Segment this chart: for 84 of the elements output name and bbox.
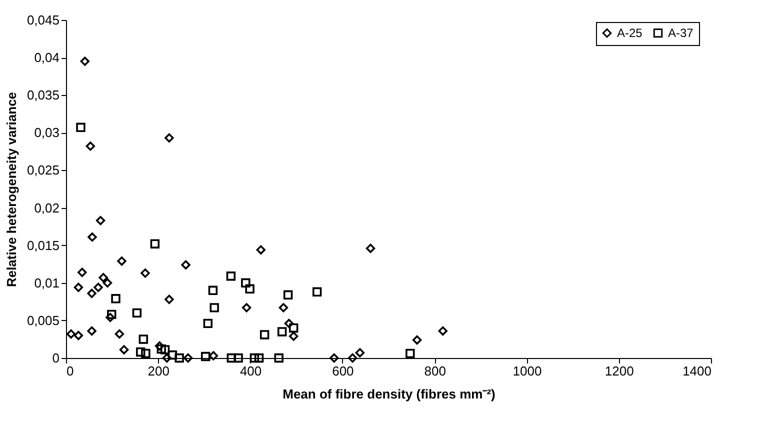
point <box>150 239 160 248</box>
x-tick-label: 1400 <box>682 364 712 378</box>
point <box>181 260 190 270</box>
point <box>406 348 415 358</box>
y-tick-label: 0,045 <box>26 12 60 28</box>
point <box>355 348 365 358</box>
point <box>156 344 166 354</box>
point <box>87 288 96 298</box>
point <box>141 348 150 358</box>
x-tick-label: 800 <box>424 364 446 378</box>
point <box>250 353 260 363</box>
point <box>74 282 84 292</box>
point <box>183 353 193 363</box>
point <box>119 345 129 354</box>
x-tick-label: 0 <box>66 364 74 378</box>
point <box>288 332 298 341</box>
y-tick-label: 0,02 <box>34 200 60 216</box>
point <box>138 334 148 344</box>
point <box>80 56 90 66</box>
x-tick-label: 200 <box>148 364 170 378</box>
point <box>76 122 86 132</box>
point <box>200 352 210 362</box>
point <box>96 216 106 226</box>
point <box>114 329 124 339</box>
point <box>241 278 250 288</box>
point <box>245 284 254 294</box>
point <box>111 294 120 304</box>
legend-label: A-25 <box>617 26 643 40</box>
y-tick-label: 0,03 <box>34 125 60 140</box>
y-tick-label: 0,035 <box>26 88 60 103</box>
point <box>164 294 174 304</box>
point <box>74 330 84 340</box>
point <box>140 268 150 278</box>
point <box>174 353 184 363</box>
point <box>274 353 284 363</box>
point <box>78 268 87 277</box>
point <box>168 350 178 360</box>
point <box>208 286 218 296</box>
point <box>132 308 142 318</box>
point <box>160 345 170 354</box>
point <box>86 142 96 151</box>
point <box>330 353 339 363</box>
point <box>136 347 146 357</box>
point <box>208 351 218 360</box>
point <box>412 335 422 345</box>
point <box>260 330 270 340</box>
y-tick-label: 0,04 <box>34 50 60 66</box>
y-tick-label: 0,025 <box>26 162 60 178</box>
x-tick-label: 1000 <box>512 364 542 378</box>
x-tick-label: 400 <box>240 364 262 378</box>
point <box>66 329 76 339</box>
point <box>117 256 126 266</box>
point <box>87 326 96 336</box>
y-tick-label: 0,005 <box>26 312 60 328</box>
y-tick-label: 0,015 <box>26 238 60 253</box>
x-axis-title: Mean of fibre density (fibres mm⁻²) <box>282 386 496 402</box>
point <box>88 232 97 242</box>
point <box>438 326 448 336</box>
point <box>226 353 236 363</box>
point <box>226 272 236 281</box>
point <box>164 133 174 143</box>
legend-label: A-37 <box>668 26 694 40</box>
point <box>94 282 103 292</box>
point <box>312 287 322 297</box>
point <box>203 318 213 328</box>
point <box>98 273 108 282</box>
point <box>277 327 287 336</box>
y-tick-label: 0 <box>52 350 60 366</box>
point <box>283 290 293 300</box>
point <box>348 353 358 363</box>
point <box>242 303 252 312</box>
point <box>256 245 266 254</box>
point <box>234 353 243 363</box>
point <box>210 303 219 312</box>
y-axis-title: Relative heterogeneity variance <box>4 92 19 288</box>
point <box>366 244 376 253</box>
point <box>254 353 264 363</box>
point <box>278 303 288 312</box>
point <box>288 323 298 333</box>
point <box>102 278 112 288</box>
y-tick-label: 0,01 <box>34 275 60 290</box>
x-tick-label: 1200 <box>604 364 634 378</box>
point <box>107 310 116 320</box>
x-tick-label: 600 <box>332 364 354 378</box>
